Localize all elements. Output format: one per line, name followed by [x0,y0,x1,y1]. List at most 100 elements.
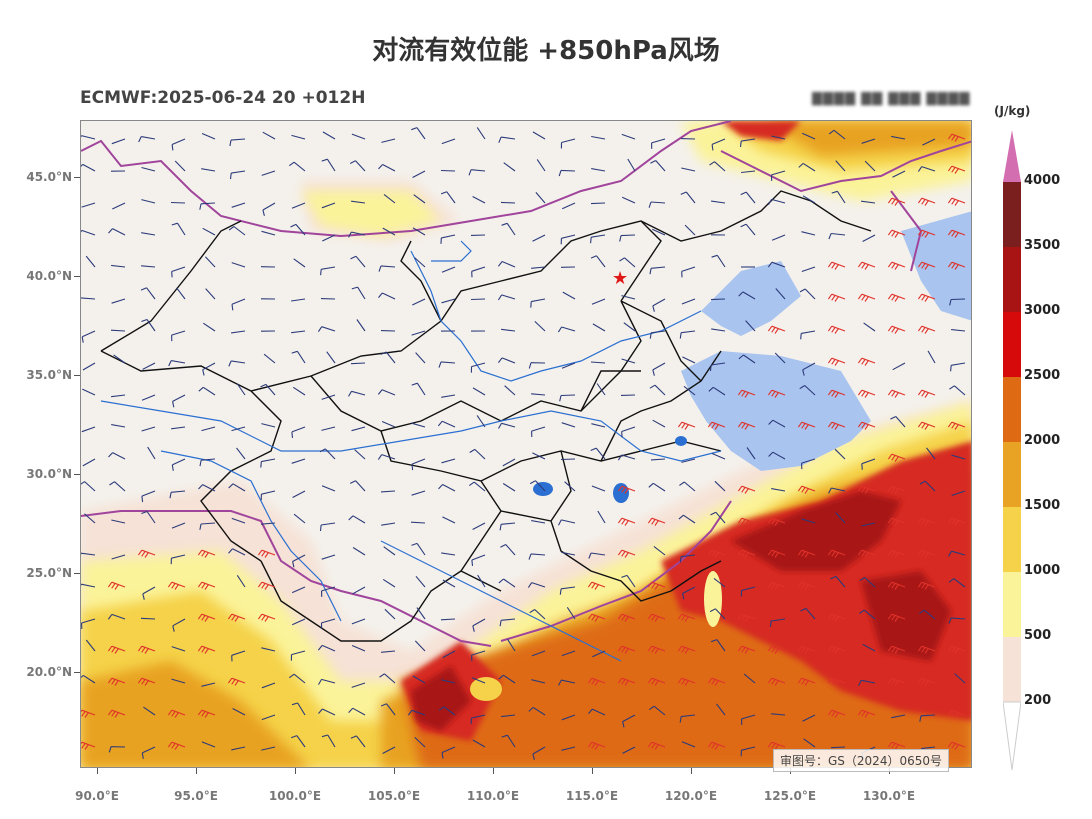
wind-barb [411,709,426,716]
wind-barb [951,454,966,460]
wind-barb [382,292,396,300]
wind-barb-flag [291,350,298,354]
wind-barb [143,706,156,716]
wind-barb-flag [172,625,175,632]
wind-barb-flag [714,744,719,750]
wind-barb-flag [261,583,266,589]
wind-barb-flag [321,734,328,738]
wind-barb [472,618,486,627]
wind-barb-flag [647,645,653,652]
wind-barb [440,361,456,364]
wind-barb-flag [891,647,896,653]
wind-barb [296,351,306,364]
colorbar-top-arrow [1003,130,1021,182]
wind-barb-flag [797,421,803,428]
wind-barb-flag [261,551,266,557]
wind-barb [864,160,876,172]
wind-barb-flag [947,421,953,428]
wind-barb [683,481,696,492]
wind-barb-flag [861,359,866,365]
wind-barb-flag [231,304,234,311]
wind-barb-flag [288,673,295,679]
wind-barb [355,480,366,492]
wind-barb-flag [771,391,776,397]
map-panel[interactable] [80,120,972,768]
rivers [100,240,722,662]
wind-barb [561,326,576,332]
wind-barb-flag [924,200,929,206]
wind-barb-flag [498,136,502,143]
wind-barb-flag [174,712,179,718]
wind-barb [833,129,846,140]
wind-barb-flag [924,520,929,526]
wind-barb-flag [349,480,356,484]
wind-barb [352,547,366,556]
wind-barb-flag [887,645,893,652]
wind-barb-flag [204,584,209,590]
wind-barb [322,234,336,242]
wind-barb [81,426,96,433]
wind-barb [921,517,936,524]
wind-barb-flag [739,141,742,148]
wind-barb [831,487,846,492]
wind-barb-flag [651,679,656,685]
wind-barb-flag [774,648,779,654]
wind-barb [831,613,846,620]
wind-barb-flag [737,485,743,492]
wind-barb [172,618,186,627]
wind-barb-flag [174,744,179,750]
wind-barb [141,166,156,172]
wind-barb-flag [617,485,623,492]
wind-barb [651,613,666,620]
wind-barb [561,362,576,369]
wind-barb [351,618,366,625]
wind-barb-flag [197,613,203,620]
wind-barb-flag [887,581,893,588]
wind-barb [352,515,366,524]
wind-barb [954,385,966,396]
wind-barb [835,512,846,524]
colorbar-segment [1003,507,1021,572]
wind-barb [745,191,756,204]
wind-barb-flag [648,482,654,488]
wind-barb-flag [767,677,773,684]
wind-barb [81,330,96,338]
wind-barb [383,193,396,204]
colorbar-label: 2500 [1024,368,1061,383]
wind-barb [534,320,546,332]
wind-barb-flag [228,548,233,554]
wind-barb [202,322,216,332]
wind-barb-flag [137,645,143,652]
wind-barb [147,446,156,460]
wind-barb-flag [378,292,383,298]
wind-barb-flag [649,384,656,389]
wind-barb-flag [831,551,836,557]
wind-barb-flag [684,680,689,686]
wind-barb-flag [891,231,896,237]
wind-barb [891,714,906,719]
wind-barb-flag [921,583,926,589]
wind-barb-flag [827,357,833,364]
wind-barb-flag [894,232,899,238]
wind-barb-flag [621,647,626,653]
wind-barb-flag [654,744,659,750]
wind-barb [291,650,306,656]
wind-barb-flag [529,609,535,614]
wind-barb-flag [174,584,179,590]
wind-barb-flag [918,609,925,615]
wind-barb-flag [291,702,298,706]
wind-barb-flag [921,679,926,685]
wind-barb-flag [711,639,717,643]
wind-barb [293,258,306,268]
wind-barb-flag [651,647,656,653]
wind-barb [597,510,606,524]
wind-barb-flag [472,625,475,632]
wind-barb [741,138,756,142]
wind-barb [531,650,546,657]
wind-barb-flag [708,386,714,392]
wind-barb-flag [921,327,926,333]
wind-barb-flag [677,645,683,652]
wind-barb [651,581,666,588]
wind-barb-flag [532,753,535,760]
wind-barb [592,650,606,658]
